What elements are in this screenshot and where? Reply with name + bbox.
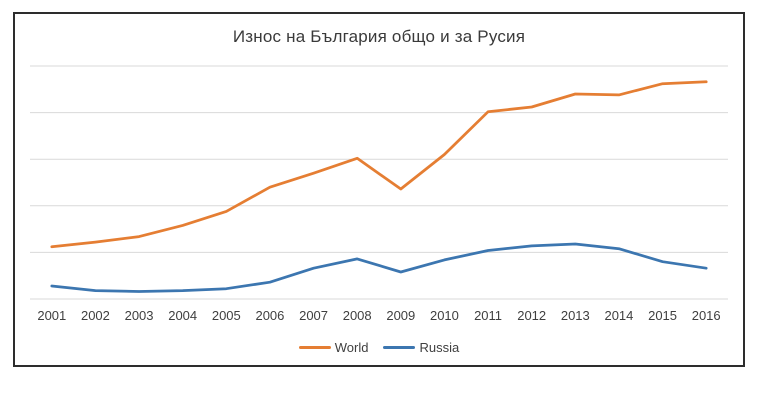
chart-frame bbox=[13, 12, 745, 367]
x-axis-label: 2003 bbox=[124, 308, 154, 323]
x-axis-label: 2002 bbox=[80, 308, 110, 323]
legend-item-world: World bbox=[298, 340, 369, 355]
x-axis-label: 2001 bbox=[37, 308, 67, 323]
x-axis-label: 2004 bbox=[168, 308, 198, 323]
x-axis-label: 2014 bbox=[604, 308, 634, 323]
russia-line-swatch-icon bbox=[383, 346, 416, 349]
x-axis-label: 2006 bbox=[255, 308, 285, 323]
x-axis-label: 2016 bbox=[691, 308, 721, 323]
x-axis-label: 2007 bbox=[299, 308, 329, 323]
x-axis-label: 2010 bbox=[429, 308, 459, 323]
x-axis-label: 2005 bbox=[211, 308, 241, 323]
x-axis-label: 2013 bbox=[560, 308, 590, 323]
x-axis-label: 2009 bbox=[386, 308, 416, 323]
legend-label-russia: Russia bbox=[419, 340, 460, 355]
x-axis-label: 2008 bbox=[342, 308, 372, 323]
chart-legend: World Russia bbox=[13, 340, 745, 355]
legend-item-russia: Russia bbox=[383, 340, 459, 355]
x-axis-label: 2012 bbox=[517, 308, 547, 323]
x-axis-label: 2015 bbox=[648, 308, 678, 323]
chart-title: Износ на България общо и за Русия bbox=[232, 27, 526, 46]
world-line-swatch-icon bbox=[298, 346, 331, 349]
legend-label-world: World bbox=[334, 340, 369, 355]
x-axis-label: 2011 bbox=[474, 308, 503, 323]
